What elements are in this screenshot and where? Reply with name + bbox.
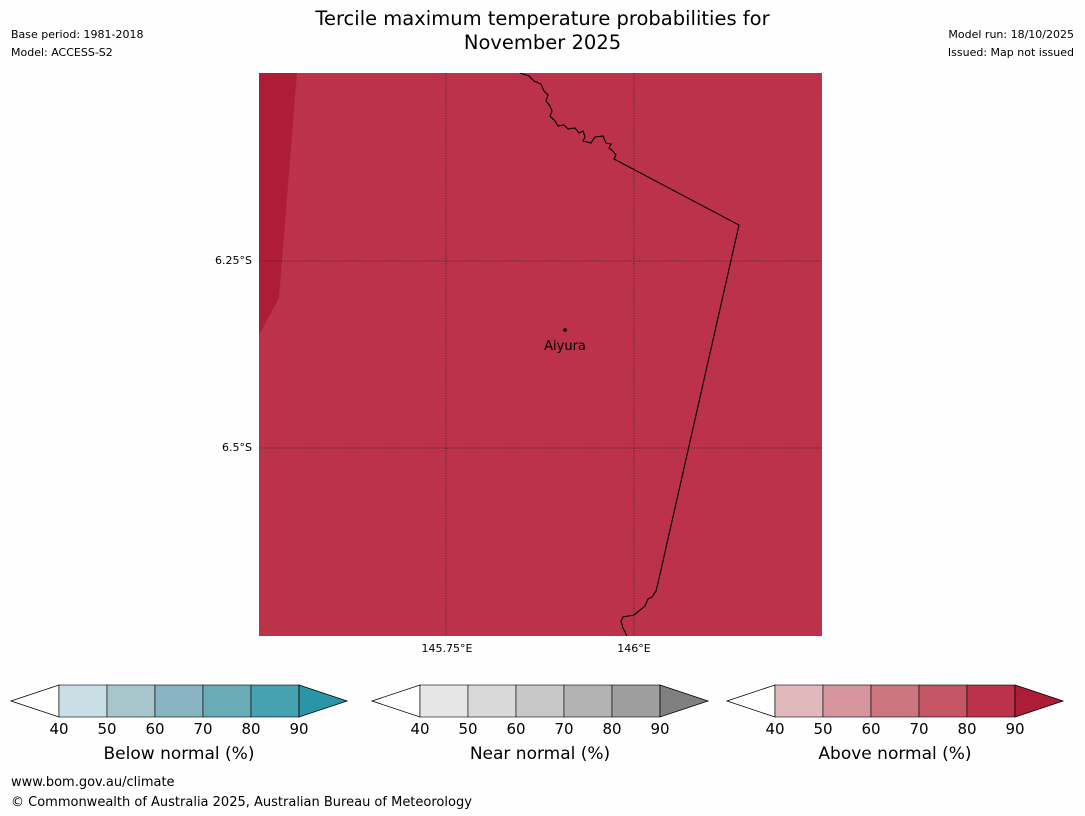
tick-label: 60 [145,720,165,738]
colorbar-near-over [659,684,710,718]
probability-map: Aiyura [259,73,822,636]
tick-label: 40 [410,720,430,738]
tick-label: 70 [909,720,929,738]
colorbar-above-50-60 [822,684,872,718]
latitude-label-6-5: 6.5°S [222,441,252,454]
colorbar-above-40-50 [774,684,824,718]
colorbar-below-over [298,684,349,718]
colorbar-above [725,684,1065,718]
metadata-right: Model run: 18/10/2025 Issued: Map not is… [948,26,1074,62]
legend-title-below: Below normal (%) [103,744,255,764]
colorbar-above-under [725,684,776,718]
colorbar-above-over [1014,684,1065,718]
colorbar-near-70-80 [563,684,613,718]
tick-label: 80 [241,720,261,738]
model-text: Model: ACCESS-S2 [11,46,113,59]
tick-label: 70 [193,720,213,738]
tick-label: 50 [813,720,833,738]
tick-label: 90 [1005,720,1025,738]
metadata-left: Base period: 1981-2018 Model: ACCESS-S2 [11,26,143,62]
latitude-label-6-25: 6.25°S [215,254,252,267]
colorbar-near-80-90 [611,684,661,718]
issued-text: Issued: Map not issued [947,46,1074,59]
tick-label: 80 [602,720,622,738]
colorbar-near-50-60 [467,684,517,718]
website-link[interactable]: www.bom.gov.au/climate [11,775,175,790]
tick-label: 50 [97,720,117,738]
legend-near-normal: 40 50 60 70 80 90 Near normal (%) [370,680,710,764]
colorbar-above-80-90 [966,684,1016,718]
legend-above-normal: 40 50 60 70 80 90 Above normal (%) [725,680,1065,764]
colorbar-below [9,684,349,718]
legend-title-above: Above normal (%) [818,744,972,764]
page-title: Tercile maximum temperature probabilitie… [0,7,1085,55]
colorbar-below-ticks: 40 50 60 70 80 90 [10,720,348,740]
base-period-text: Base period: 1981-2018 [11,28,144,41]
colorbar-near-under [370,684,421,718]
tick-label: 40 [765,720,785,738]
title-line-2: November 2025 [463,31,622,54]
title-line-1: Tercile maximum temperature probabilitie… [315,7,770,30]
colorbar-near-40-50 [419,684,469,718]
colorbar-below-40-50 [58,684,108,718]
colorbar-below-60-70 [154,684,204,718]
colorbar-near-60-70 [515,684,565,718]
legend-below-normal: 40 50 60 70 80 90 Below normal (%) [9,680,349,764]
tick-label: 60 [861,720,881,738]
colorbar-near [370,684,710,718]
colorbar-above-60-70 [870,684,920,718]
tick-label: 80 [957,720,977,738]
colorbar-below-80-90 [250,684,300,718]
colorbar-below-70-80 [202,684,252,718]
copyright-text: © Commonwealth of Australia 2025, Austra… [11,795,472,810]
tick-label: 70 [554,720,574,738]
colorbar-above-ticks: 40 50 60 70 80 90 [726,720,1064,740]
model-run-text: Model run: 18/10/2025 [948,28,1074,41]
map-fill-above-80 [259,73,822,636]
aiyura-label: Aiyura [544,339,586,354]
legend-title-near: Near normal (%) [469,744,611,764]
tick-label: 90 [650,720,670,738]
tick-label: 50 [458,720,478,738]
longitude-label-146: 146°E [617,642,651,655]
tick-label: 90 [289,720,309,738]
colorbar-near-ticks: 40 50 60 70 80 90 [371,720,709,740]
colorbar-below-50-60 [106,684,156,718]
map-fill-above-90 [259,73,297,335]
colorbar-above-70-80 [918,684,968,718]
tick-label: 60 [506,720,526,738]
aiyura-marker [563,328,567,332]
tick-label: 40 [49,720,69,738]
border-line [519,73,740,636]
colorbar-below-under [9,684,60,718]
longitude-label-145-75: 145.75°E [421,642,473,655]
